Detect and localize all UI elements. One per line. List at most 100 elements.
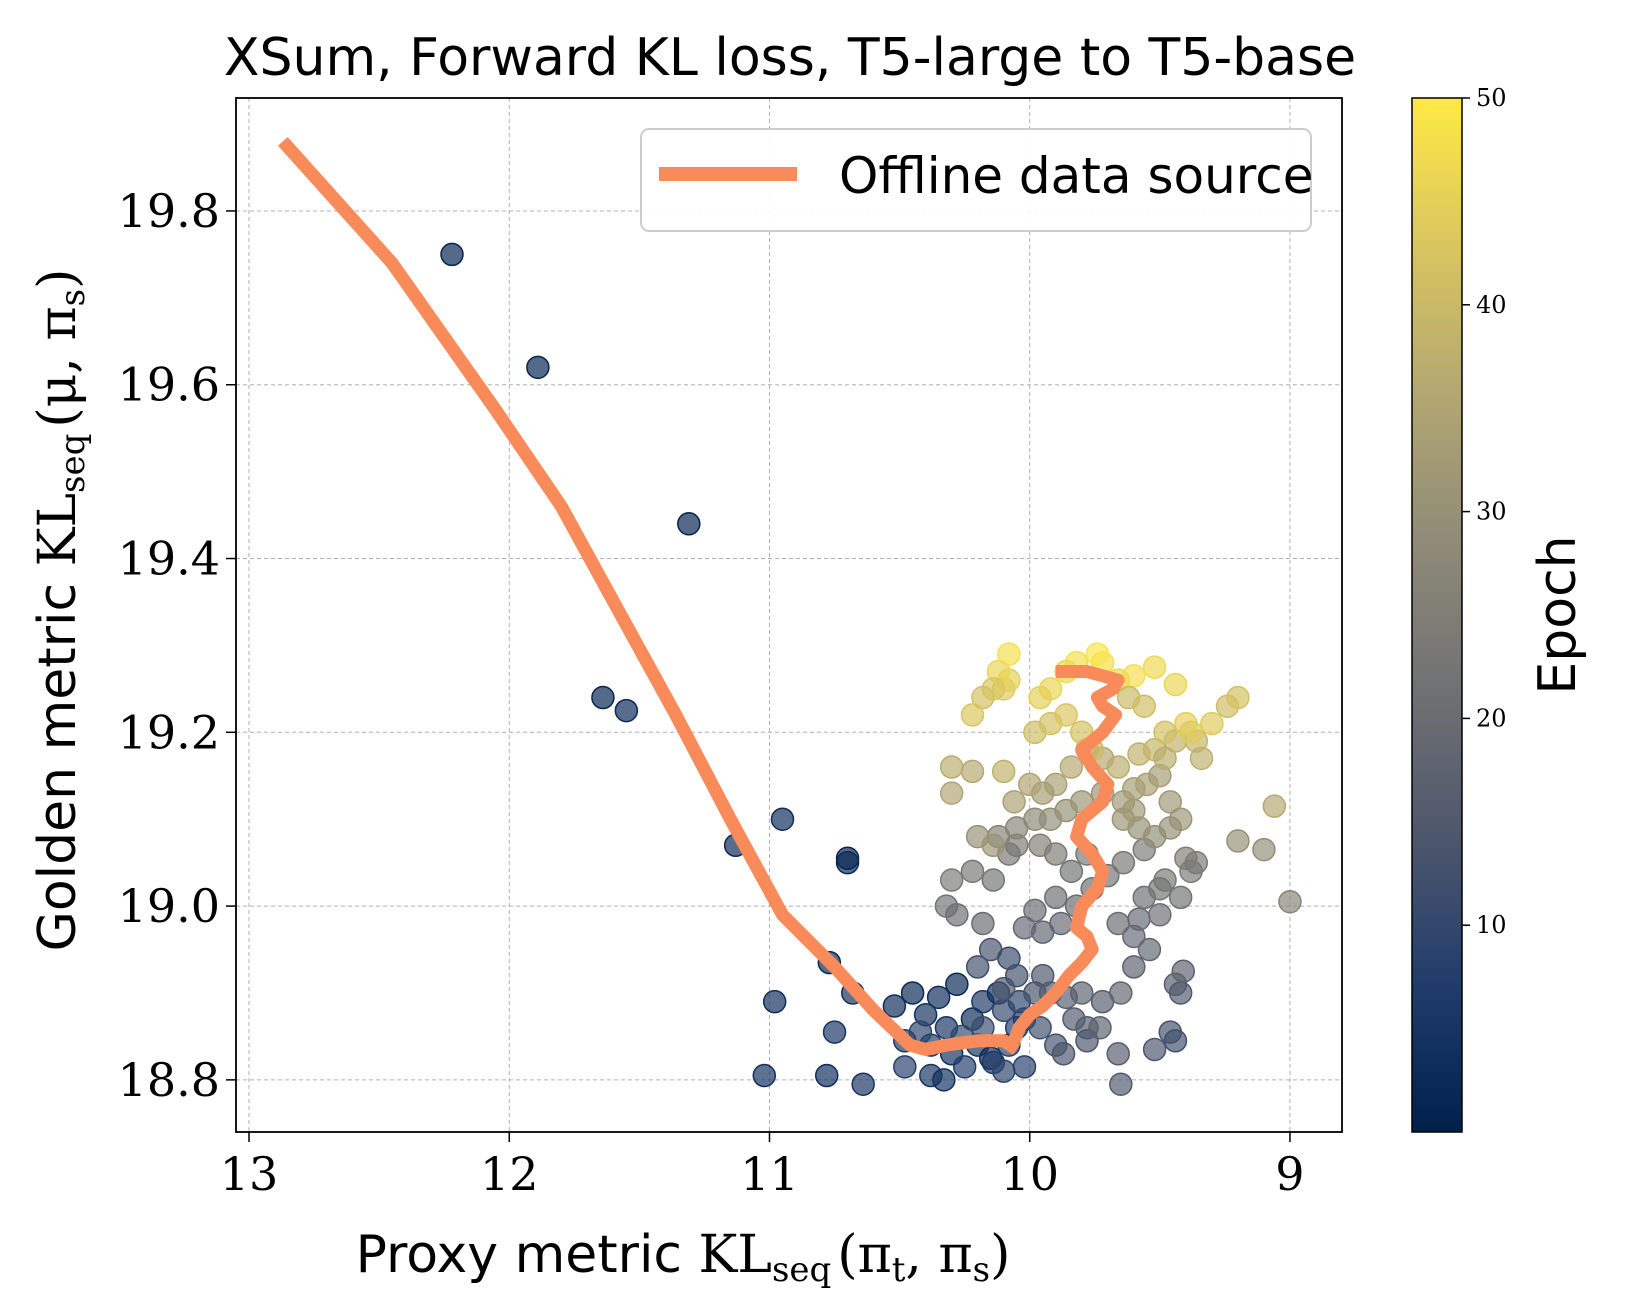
y-axis-label: Golden metric KLseq (μ, πs)	[28, 269, 93, 952]
scatter-point	[814, 1063, 839, 1088]
scatter-point	[1106, 1042, 1130, 1066]
y-axis-label-args: (μ, π	[28, 306, 88, 427]
scatter-point	[939, 755, 964, 779]
scatter-point	[939, 868, 964, 892]
x-axis-label-kl-sub: seq	[772, 1250, 831, 1290]
scatter-point	[1106, 911, 1130, 936]
scatter-point	[1179, 720, 1203, 745]
y-axis-label-kl: KL	[28, 493, 88, 566]
scatter-point	[526, 355, 550, 380]
scatter-point	[1017, 772, 1042, 797]
scatter-point	[1158, 790, 1182, 814]
series-lines	[277, 137, 1125, 1056]
series-line	[277, 137, 1021, 1056]
scatter-point	[991, 759, 1016, 784]
y-tick-label: 19.6	[118, 358, 220, 412]
colorbar-ticks: 10 20 30 40 50	[1462, 84, 1507, 939]
scatter-point	[1059, 755, 1084, 779]
scatter-point	[1127, 907, 1151, 931]
scatter-point	[1109, 1072, 1133, 1096]
x-axis-label-arg2-sub: s	[973, 1250, 990, 1290]
scatter-point	[1109, 981, 1133, 1005]
y-tick-label: 19.4	[118, 532, 220, 586]
scatter-point	[1171, 959, 1196, 984]
scatter-point	[1122, 798, 1146, 823]
x-tick-label: 13	[220, 1147, 279, 1201]
x-tick-label: 9	[1275, 1147, 1304, 1201]
scatter-point	[1153, 746, 1177, 771]
scatter-point	[1132, 694, 1156, 718]
scatter-point	[945, 903, 969, 927]
scatter-point	[1142, 655, 1167, 679]
y-tick-label: 19.0	[118, 879, 220, 933]
x-axis-label-args: (π	[837, 1225, 891, 1285]
y-axis-label-prefix: Golden metric	[28, 566, 88, 951]
x-axis: 13 12 11 10 9	[220, 1132, 1305, 1201]
scatter-point	[1012, 916, 1037, 940]
scatter-point	[926, 985, 951, 1010]
scatter-point	[1028, 833, 1052, 858]
scatter-point	[1278, 889, 1302, 914]
colorbar-tick-label: 20	[1476, 704, 1507, 732]
x-axis-label-prefix: Proxy metric	[356, 1225, 699, 1285]
scatter-point	[882, 994, 907, 1018]
scatter-point	[1051, 1042, 1076, 1066]
scatter-point	[971, 911, 995, 936]
colorbar-tick-label: 10	[1476, 911, 1507, 939]
scatter-point	[1106, 755, 1130, 779]
y-tick-label: 19.2	[118, 705, 220, 759]
y-tick-label: 18.8	[118, 1053, 220, 1107]
scatter-point	[1148, 903, 1172, 927]
scatter-point	[1153, 720, 1177, 745]
x-axis-label-arg1-sub: t	[892, 1250, 906, 1290]
x-tick-label: 10	[1000, 1147, 1059, 1201]
scatter-point	[1002, 790, 1026, 814]
x-axis-label: Proxy metric KLseq (πt, πs)	[356, 1225, 1011, 1290]
legend-label: Offline data source	[839, 147, 1314, 205]
scatter-point	[835, 850, 860, 875]
scatter-point	[1085, 642, 1110, 666]
scatter-point	[752, 1063, 777, 1088]
scatter-point	[1226, 829, 1250, 853]
scatter-point	[997, 642, 1021, 666]
colorbar	[1411, 97, 1463, 1133]
scatter-point	[1168, 885, 1193, 910]
y-axis-label-close: )	[28, 269, 88, 289]
scatter-point	[1059, 859, 1084, 884]
scatter-point	[1184, 850, 1209, 875]
scatter-point	[1054, 703, 1078, 727]
y-tick-label: 19.8	[118, 184, 220, 238]
plot-frame	[235, 97, 1343, 1133]
scatter-point	[1111, 850, 1136, 875]
scatter-point	[952, 1055, 977, 1079]
scatter-point	[1122, 955, 1146, 979]
scatter-point	[822, 1020, 847, 1044]
scatter-point	[1028, 685, 1052, 710]
scatter-points	[440, 242, 1302, 1096]
scatter-point	[1262, 794, 1287, 818]
series-line	[1008, 665, 1125, 1044]
scatter-point	[851, 1072, 875, 1096]
scatter-point	[893, 1055, 917, 1079]
scatter-point	[1088, 1015, 1112, 1040]
scatter-point	[1163, 1029, 1188, 1053]
colorbar-label: Epoch	[1528, 535, 1588, 694]
scatter-point	[1163, 672, 1188, 697]
scatter-point	[1200, 711, 1224, 736]
scatter-point	[1252, 837, 1276, 862]
colorbar-tick-label: 40	[1476, 291, 1507, 319]
scatter-point	[1189, 746, 1214, 771]
legend: Offline data source	[640, 128, 1314, 232]
x-axis-label-comma: , π	[905, 1225, 972, 1285]
scatter-point	[960, 759, 985, 784]
x-axis-label-kl: KL	[699, 1225, 772, 1285]
scatter-point	[981, 833, 1006, 858]
scatter-point	[1142, 1037, 1167, 1062]
scatter-point	[1043, 885, 1068, 910]
scatter-point	[762, 989, 787, 1014]
scatter-point	[981, 868, 1006, 892]
scatter-point	[1070, 981, 1094, 1005]
scatter-point	[677, 512, 701, 536]
x-tick-label: 11	[740, 1147, 799, 1201]
